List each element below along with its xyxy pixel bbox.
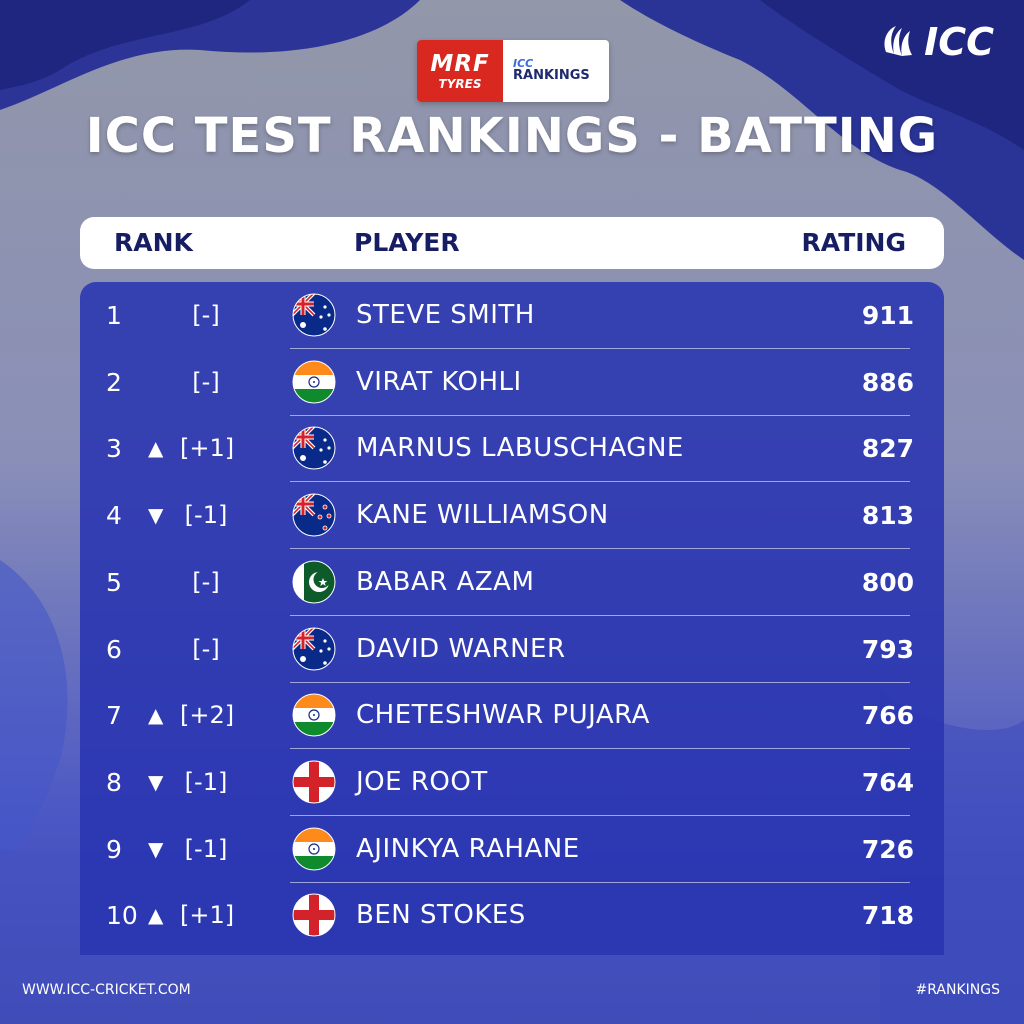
rank-change: [-1] bbox=[184, 767, 228, 796]
rank-change: [-] bbox=[192, 367, 220, 396]
rank-change-arrow-icon: ▼ bbox=[148, 503, 164, 528]
page-title: ICC TEST RANKINGS - BATTING bbox=[85, 108, 939, 164]
player-name: VIRAT KOHLI bbox=[356, 366, 522, 397]
table-row: 6 [-] DAVID WARNER 793 bbox=[80, 616, 944, 683]
england-flag-icon bbox=[292, 893, 336, 937]
rank-change: [-1] bbox=[184, 834, 228, 863]
player-name: STEVE SMITH bbox=[356, 300, 535, 330]
rank-change-arrow-icon: ▲ bbox=[148, 436, 164, 461]
rank-number: 10 bbox=[106, 901, 138, 931]
india-flag-icon bbox=[292, 827, 336, 871]
rank-change: [+1] bbox=[180, 901, 235, 930]
row-divider bbox=[290, 748, 910, 750]
rank-number: 8 bbox=[106, 767, 122, 797]
row-divider bbox=[290, 681, 910, 683]
row-divider bbox=[290, 614, 910, 616]
icc-small-text: ICC bbox=[513, 57, 534, 71]
table-row: 4 ▼ [-1] KANE WILLIAMSON 813 bbox=[80, 482, 944, 550]
india-flag-icon bbox=[292, 693, 336, 737]
rank-change-arrow-icon: ▼ bbox=[148, 769, 164, 794]
player-rating: 793 bbox=[861, 634, 914, 664]
australia-flag-icon bbox=[292, 293, 336, 337]
player-name: DAVID WARNER bbox=[356, 633, 566, 664]
player-column-header: PLAYER bbox=[354, 228, 460, 257]
rank-column-header: RANK bbox=[114, 228, 193, 257]
hashtag: #RANKINGS bbox=[915, 982, 1000, 998]
rankings-text: RANKINGS bbox=[513, 68, 590, 84]
rank-number: 3 bbox=[106, 434, 122, 464]
website-url: WWW.ICC-CRICKET.COM bbox=[22, 982, 191, 998]
rank-number: 7 bbox=[106, 701, 122, 731]
table-row: 10 ▲ [+1] BEN STOKES 718 bbox=[80, 882, 944, 949]
rank-number: 2 bbox=[106, 367, 122, 397]
rank-number: 4 bbox=[106, 501, 122, 531]
table-row: 2 [-] VIRAT KOHLI 886 bbox=[80, 349, 944, 416]
row-divider bbox=[290, 481, 910, 483]
player-rating: 764 bbox=[861, 767, 914, 797]
england-flag-icon bbox=[292, 760, 336, 804]
row-divider bbox=[290, 881, 910, 883]
player-name: BEN STOKES bbox=[356, 900, 526, 931]
india-flag-icon bbox=[292, 360, 336, 404]
rating-column-header: RATING bbox=[801, 228, 906, 257]
rank-change: [-1] bbox=[184, 501, 228, 530]
pakistan-flag-icon bbox=[292, 560, 336, 604]
table-header: RANK PLAYER RATING bbox=[80, 217, 944, 269]
row-divider bbox=[290, 414, 910, 416]
table-row: 1 [-] STEVE SMITH 911 bbox=[80, 282, 944, 349]
player-rating: 911 bbox=[861, 301, 914, 330]
rank-change: [-] bbox=[192, 634, 220, 663]
rank-change-arrow-icon: ▲ bbox=[148, 703, 164, 728]
australia-flag-icon bbox=[292, 627, 336, 671]
player-rating: 726 bbox=[861, 834, 914, 864]
player-rating: 800 bbox=[861, 567, 914, 597]
rank-change-arrow-icon: ▲ bbox=[148, 903, 164, 928]
rank-number: 9 bbox=[106, 834, 122, 864]
table-row: 9 ▼ [-1] AJINKYA RAHANE 726 bbox=[80, 816, 944, 883]
table-row: 5 [-] BABAR AZAM 800 bbox=[80, 549, 944, 616]
table-row: 7 ▲ [+2] CHETESHWAR PUJARA 766 bbox=[80, 682, 944, 750]
rank-change: [+2] bbox=[180, 701, 235, 730]
rank-change-arrow-icon: ▼ bbox=[148, 836, 164, 861]
mrf-tyres-logo: MRF TYRES bbox=[417, 40, 503, 102]
australia-flag-icon bbox=[292, 426, 336, 470]
rank-change: [+1] bbox=[180, 434, 235, 463]
rank-number: 1 bbox=[106, 301, 122, 330]
new-zealand-flag-icon bbox=[292, 493, 336, 537]
icc-ball-icon bbox=[884, 26, 913, 56]
player-name: JOE ROOT bbox=[356, 766, 488, 797]
player-rating: 827 bbox=[861, 434, 914, 464]
rank-number: 5 bbox=[106, 567, 122, 597]
player-name: MARNUS LABUSCHAGNE bbox=[356, 433, 684, 464]
mrf-logo-text: MRF bbox=[430, 50, 490, 77]
table-row: 3 ▲ [+1] MARNUS LABUSCHAGNE 827 bbox=[80, 415, 944, 483]
player-rating: 813 bbox=[861, 501, 914, 531]
player-rating: 886 bbox=[861, 367, 914, 397]
rank-change: [-] bbox=[192, 567, 220, 596]
table-row: 8 ▼ [-1] JOE ROOT 764 bbox=[80, 749, 944, 816]
icc-logo-text: ICC bbox=[924, 20, 994, 64]
row-divider bbox=[290, 814, 910, 816]
rank-number: 6 bbox=[106, 634, 122, 664]
player-name: AJINKYA RAHANE bbox=[356, 833, 580, 864]
player-name: CHETESHWAR PUJARA bbox=[356, 700, 650, 731]
player-name: KANE WILLIAMSON bbox=[356, 500, 609, 531]
player-rating: 766 bbox=[861, 701, 914, 731]
icc-rankings-badge: ICC RANKINGS bbox=[503, 40, 609, 102]
row-divider bbox=[290, 348, 910, 349]
rank-change: [-] bbox=[192, 301, 220, 329]
icc-logo: ICC bbox=[878, 22, 994, 62]
player-rating: 718 bbox=[861, 901, 914, 931]
mrf-logo-subtext: TYRES bbox=[438, 76, 482, 91]
mrf-icc-rankings-logo: MRF TYRES ICC RANKINGS bbox=[417, 40, 609, 102]
row-divider bbox=[290, 548, 910, 550]
rankings-table: 1 [-] STEVE SMITH 911 2 [-] VIRAT KOHLI … bbox=[80, 282, 944, 955]
player-name: BABAR AZAM bbox=[356, 566, 535, 597]
